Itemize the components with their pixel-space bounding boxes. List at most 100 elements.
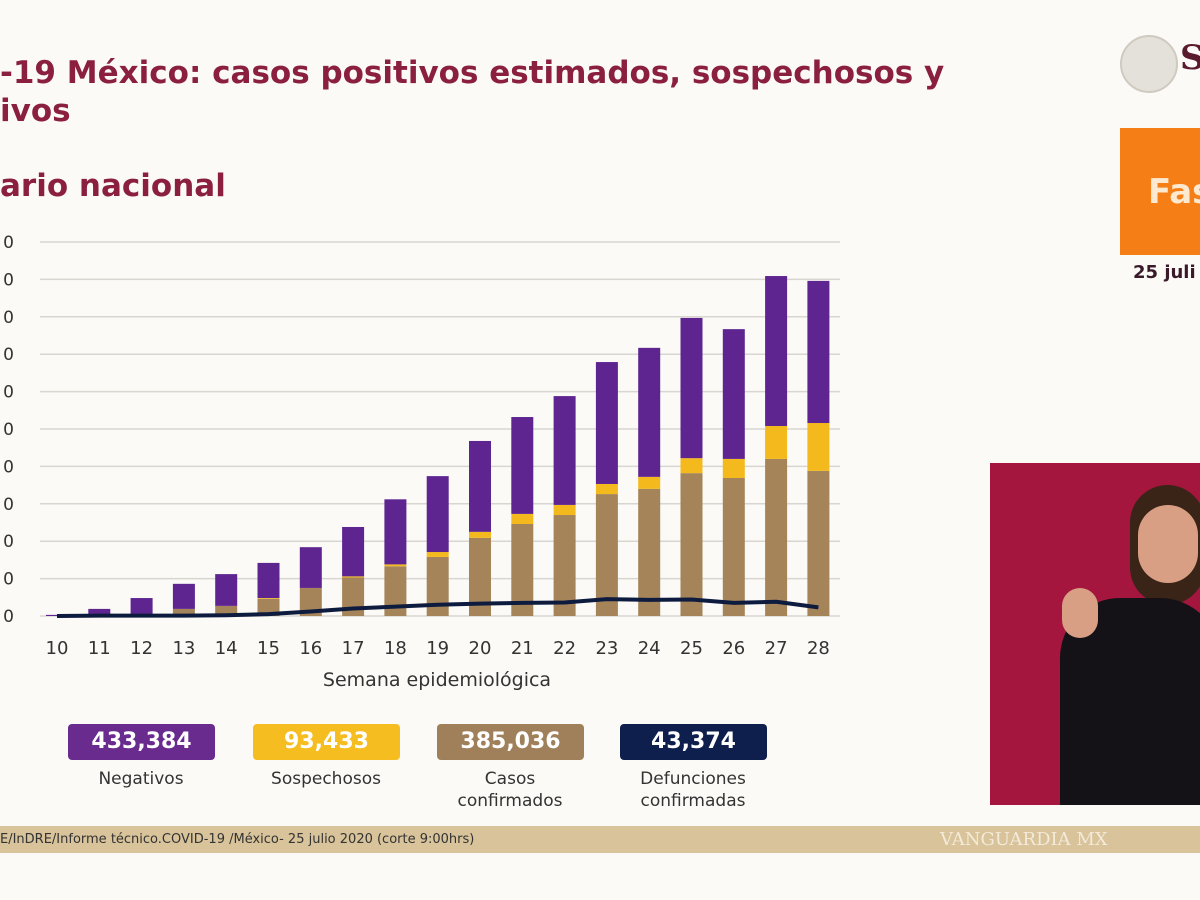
x-tick-label: 15 [257,638,280,659]
x-tick-label: 25 [680,638,703,659]
bar-negativos [765,276,788,427]
legend-value-2: 385,036 [437,724,584,760]
bar-casos-confirmados [722,477,745,616]
y-tick-label: 0 [3,383,14,403]
bar-casos-confirmados [257,598,280,616]
bar-negativos [426,476,449,553]
bar-sospechosos [257,598,280,599]
date-label: 25 juli [1133,262,1196,283]
legend-value-0: 433,384 [68,724,215,760]
bar-negativos [807,280,830,424]
bar-casos-confirmados [299,587,322,616]
bar-negativos [384,499,407,565]
legend-label-1: Sospechosos [271,769,381,789]
bar-sospechosos [722,458,745,478]
y-tick-label: 0 [3,420,14,440]
x-tick-label: 12 [130,638,153,659]
y-tick-label: 0 [3,233,14,253]
bar-sospechosos [384,564,407,567]
bar-casos-confirmados [511,523,534,616]
legend-value-1: 93,433 [253,724,400,760]
x-tick-label: 23 [595,638,618,659]
bar-casos-confirmados [680,473,703,616]
legend-label-3: Defunciones confirmadas [640,769,746,811]
bar-casos-confirmados [553,515,576,616]
y-tick-label: 0 [3,532,14,552]
bar-negativos [215,574,238,606]
sign-language-interpreter-video [990,463,1200,805]
x-tick-label: 16 [299,638,322,659]
x-tick-label: 22 [553,638,576,659]
deaths-line [56,597,819,618]
bar-negativos [172,583,195,609]
bar-sospechosos [469,531,491,538]
bar-sospechosos [511,513,534,524]
bar-sospechosos [342,576,365,578]
x-tick-label: 17 [342,638,365,659]
x-tick-label: 21 [511,638,534,659]
bar-sospechosos [680,458,703,474]
bar-casos-confirmados [765,458,788,616]
bar-sospechosos [807,423,830,471]
footer-bar: E/InDRE/Informe técnico.COVID-19 /México… [0,826,1200,853]
x-tick-label: 28 [807,638,830,659]
y-tick-label: 0 [3,308,14,328]
bar-casos-confirmados [595,494,618,616]
bar-casos-confirmados [638,488,661,616]
bar-negativos [469,440,491,532]
bar-negativos [342,526,365,577]
phase-box: Fas [1120,128,1200,255]
bar-negativos [88,608,111,616]
x-tick-label: 18 [384,638,407,659]
bar-negativos [680,317,703,459]
bar-negativos [722,329,745,459]
page-title-line1: -19 México: casos positivos estimados, s… [0,55,945,91]
bar-sospechosos [553,504,576,516]
bar-sospechosos [426,552,449,557]
bar-negativos [638,347,661,477]
phase-label: Fas [1148,172,1200,212]
legend-label-2: Casos confirmados [457,769,563,811]
x-tick-label: 20 [469,638,492,659]
y-tick-label: 0 [3,570,14,590]
legend-value-3: 43,374 [620,724,767,760]
page-subtitle: ario nacional [0,168,226,204]
bar-negativos [130,598,153,615]
stacked-bar-chart: 0 0 0 0 0 0 0 0 0 0 0 10 11 12 13 14 15 16 17 18 19 20 21 22 23 2… [3,233,840,691]
bar-negativos [299,547,322,588]
x-tick-label: 27 [765,638,788,659]
x-tick-label: 14 [215,638,238,659]
government-seal-icon [1120,35,1178,93]
x-tick-label: 11 [88,638,111,659]
source-text: E/InDRE/Informe técnico.COVID-19 /México… [0,832,475,847]
x-tick-label: 24 [638,638,661,659]
y-tick-label: 0 [3,457,14,477]
bar-casos-confirmados [807,470,830,616]
x-tick-label: 19 [426,638,449,659]
bar-sospechosos [595,483,618,495]
bar-sospechosos [638,476,661,489]
bar-casos-confirmados [469,537,491,616]
bar-casos-confirmados [384,566,407,616]
bar-casos-confirmados [172,608,195,616]
y-tick-label: 0 [3,270,14,290]
interpreter-face [1138,505,1198,583]
x-axis-label: Semana epidemiológica [323,669,551,691]
x-tick-label: 13 [172,638,195,659]
bar-negativos [553,396,576,505]
y-tick-label: 0 [3,607,14,627]
bar-casos-confirmados [426,556,449,616]
bar-negativos [595,362,618,484]
bar-sospechosos [765,426,788,459]
watermark: VANGUARDIA MX [940,829,1108,850]
interpreter-hand [1062,588,1098,638]
bar-negativos [257,562,280,599]
page-title-line2: ivos [0,93,71,129]
y-tick-label: 0 [3,495,14,515]
legend-label-0: Negativos [98,769,184,789]
x-tick-label: 26 [722,638,745,659]
logo-text: S [1180,38,1200,78]
bar-negativos [511,417,534,514]
x-tick-label: 10 [46,638,69,659]
y-tick-label: 0 [3,345,14,365]
